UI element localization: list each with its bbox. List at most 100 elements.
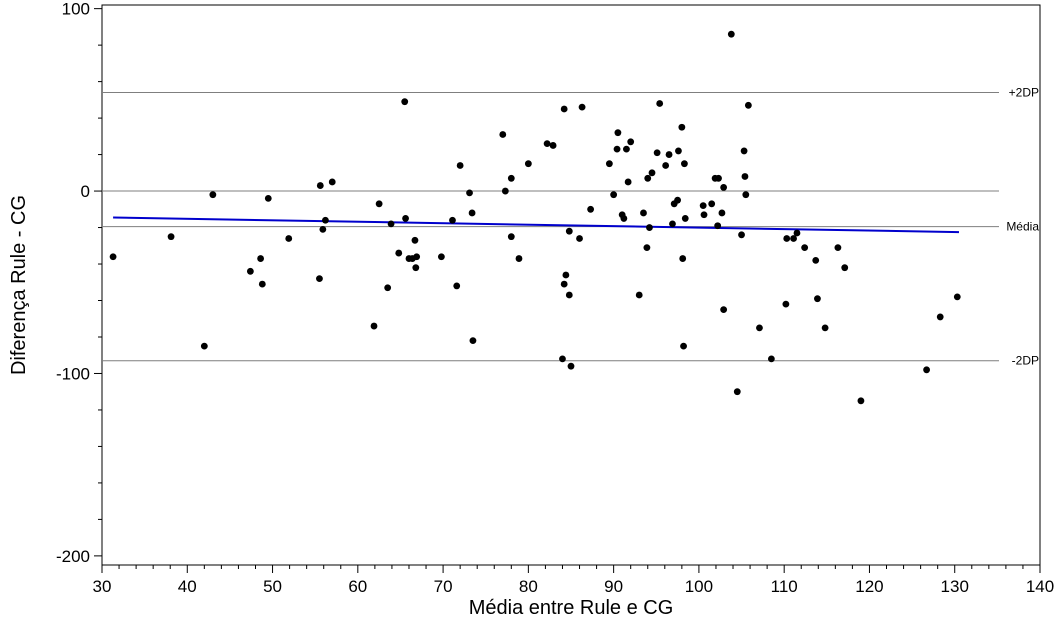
data-point <box>733 388 741 396</box>
data-point <box>742 191 750 199</box>
x-tick-label: 110 <box>771 577 798 596</box>
data-point <box>699 202 707 210</box>
x-tick-label: 140 <box>1026 577 1054 596</box>
y-tick-label: 100 <box>62 0 90 19</box>
data-point <box>814 295 821 303</box>
data-point <box>841 264 849 272</box>
data-point <box>653 149 661 157</box>
data-point <box>669 220 676 228</box>
data-point <box>466 189 473 197</box>
data-point <box>562 271 570 279</box>
data-point <box>567 362 575 370</box>
x-tick-label: 90 <box>604 577 623 596</box>
data-point <box>714 222 722 230</box>
data-point <box>384 284 392 292</box>
data-point <box>449 216 456 224</box>
data-point <box>109 253 117 261</box>
data-point <box>587 205 595 213</box>
data-point <box>246 267 254 275</box>
reference-line-label: +2DP <box>1009 86 1039 100</box>
data-point <box>857 397 865 405</box>
data-point <box>375 200 383 208</box>
data-point <box>401 98 409 106</box>
plot-area <box>101 4 1041 566</box>
data-point <box>610 191 618 199</box>
plot-frame <box>101 4 1041 566</box>
y-axis-title: Diferença Rule - CG <box>8 195 30 375</box>
data-point <box>644 174 652 182</box>
data-point <box>560 105 568 113</box>
x-tick-label: 130 <box>941 577 969 596</box>
data-point <box>740 147 748 155</box>
data-point <box>576 235 583 242</box>
data-point <box>783 235 791 242</box>
data-point <box>322 216 329 224</box>
x-tick-label: 120 <box>855 577 883 596</box>
reference-lines: +2DP Média -2DP <box>102 86 1039 368</box>
data-point <box>200 342 208 350</box>
reference-line-label: -2DP <box>1012 354 1039 368</box>
data-point <box>727 30 735 38</box>
data-point <box>656 100 664 107</box>
data-point <box>801 244 809 252</box>
x-axis: 30 40 50 60 70 80 90 100 110 120 130 140 <box>93 565 1054 596</box>
data-point <box>624 178 632 186</box>
data-point <box>507 174 515 182</box>
x-tick-label: 70 <box>434 577 453 596</box>
data-point <box>507 233 515 241</box>
data-point <box>681 160 688 168</box>
data-point <box>453 282 461 290</box>
data-point <box>614 129 622 137</box>
data-point <box>167 233 175 241</box>
data-point <box>738 231 745 239</box>
data-point <box>700 211 708 219</box>
x-axis-title: Média entre Rule e CG <box>469 597 674 619</box>
data-point <box>741 173 749 180</box>
data-point <box>646 224 653 231</box>
data-point <box>316 275 323 283</box>
y-tick-label: 0 <box>81 182 90 201</box>
data-point <box>821 324 829 332</box>
data-point <box>623 145 630 153</box>
data-point <box>413 253 421 261</box>
data-point <box>411 236 419 244</box>
data-point <box>285 235 293 242</box>
trend-line-group <box>113 216 960 234</box>
data-point <box>319 225 327 233</box>
data-point <box>665 151 673 158</box>
data-point <box>627 138 635 146</box>
data-point <box>565 291 573 299</box>
data-point <box>501 187 509 195</box>
data-point <box>812 256 820 264</box>
data-point <box>718 209 726 217</box>
data-point <box>578 103 586 111</box>
data-point <box>565 227 573 235</box>
data-point <box>515 255 523 262</box>
data-point <box>708 200 716 208</box>
data-point <box>395 249 403 257</box>
data-point <box>209 191 217 199</box>
data-point <box>720 306 728 314</box>
data-point <box>559 355 566 363</box>
data-point <box>635 291 643 299</box>
data-point <box>834 244 842 252</box>
data-point <box>524 160 532 168</box>
data-point <box>412 264 420 272</box>
data-point <box>560 280 568 288</box>
data-point <box>468 209 476 217</box>
data-point <box>437 253 445 261</box>
reference-line-label: Média <box>1006 220 1039 234</box>
data-point <box>370 322 378 330</box>
data-point <box>648 169 656 177</box>
x-tick-label: 100 <box>685 577 713 596</box>
data-point <box>790 235 797 242</box>
data-point <box>782 300 790 308</box>
data-point <box>674 196 681 204</box>
data-point <box>923 366 930 374</box>
y-axis: 100 0 -100 -200 <box>56 0 102 566</box>
x-tick-label: 50 <box>263 577 282 596</box>
data-point <box>316 182 324 189</box>
data-point <box>543 140 551 148</box>
data-point <box>257 255 265 262</box>
data-point <box>613 145 621 153</box>
